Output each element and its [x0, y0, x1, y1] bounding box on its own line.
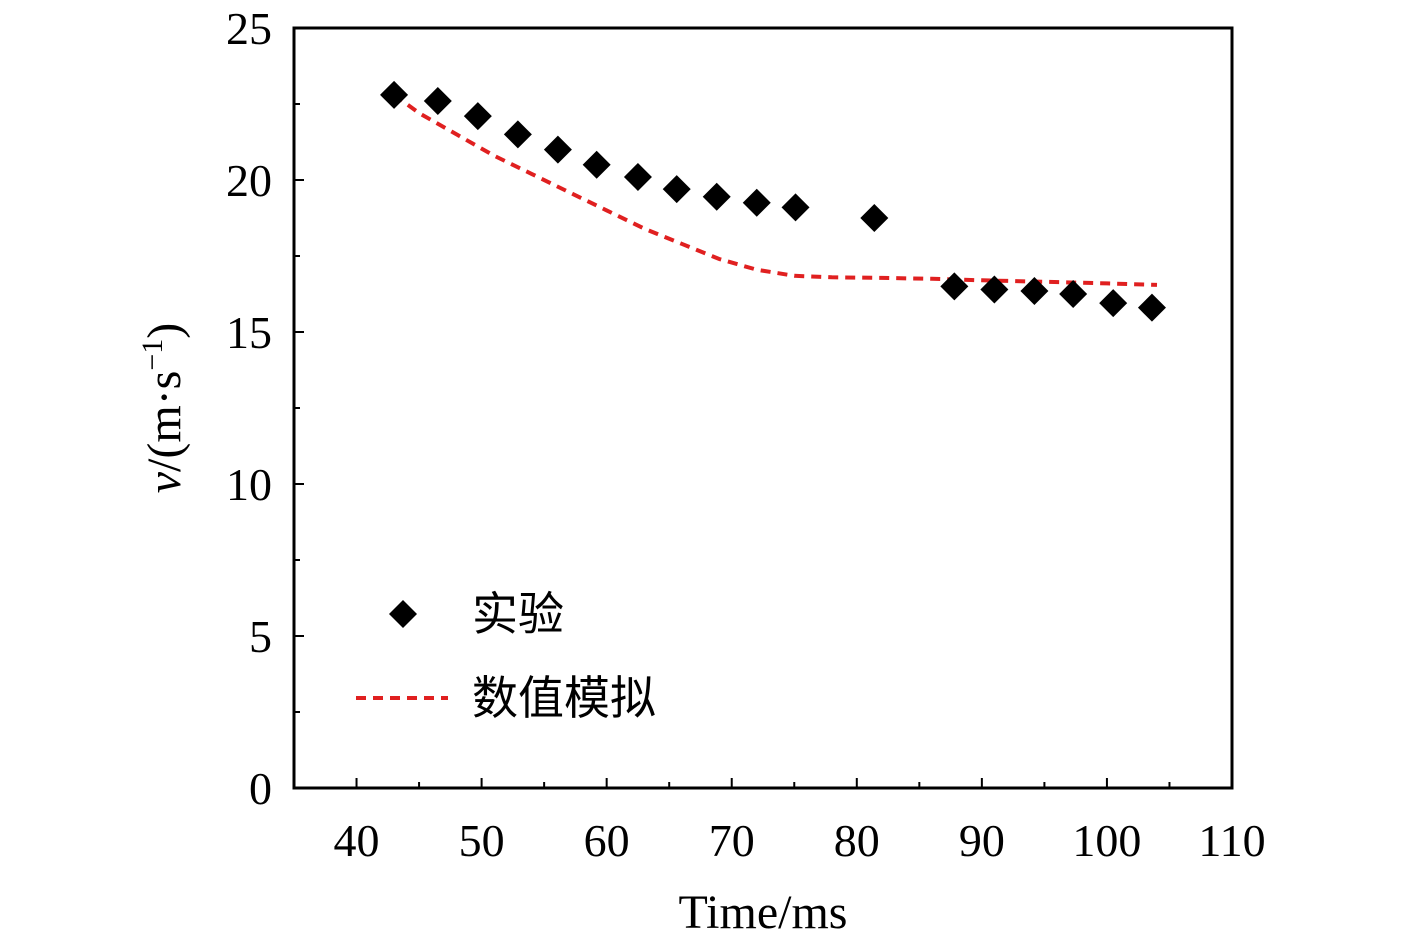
y-tick-label: 5 [249, 611, 272, 662]
y-tick-label: 20 [226, 155, 272, 206]
experiment-point [742, 188, 771, 217]
x-axis: 40 50 60 70 80 90 100 110 [334, 778, 1266, 866]
x-tick-label: 110 [1198, 815, 1265, 866]
experiment-point [582, 150, 611, 179]
experiment-series [380, 80, 1166, 322]
experiment-point [781, 193, 810, 222]
y-tick-label: 25 [226, 3, 272, 54]
legend-label-simulation: 数值模拟 [472, 671, 656, 725]
experiment-point [1059, 280, 1088, 308]
x-tick-label: 100 [1072, 815, 1141, 866]
simulation-series [392, 93, 1158, 287]
x-axis-title: Time/ms [679, 886, 848, 939]
y-axis-unit-close: ) [138, 323, 191, 339]
y-axis-unit-exponent: −1 [136, 339, 169, 371]
y-axis-var: v [138, 471, 191, 493]
experiment-point [543, 135, 572, 164]
experiment-point [662, 175, 691, 204]
experiment-point [423, 86, 452, 115]
experiment-point [1099, 289, 1128, 318]
y-tick-label: 0 [249, 763, 272, 814]
legend-marker-experiment [389, 600, 417, 628]
experiment-point [503, 120, 532, 149]
y-tick-label: 15 [226, 307, 272, 358]
experiment-point [860, 204, 889, 232]
experiment-point [980, 275, 1009, 304]
x-tick-label: 40 [334, 815, 380, 866]
experiment-point [623, 162, 652, 191]
x-tick-label: 90 [959, 815, 1005, 866]
x-tick-label: 50 [459, 815, 505, 866]
x-tick-label: 70 [709, 815, 755, 866]
y-axis: 0 5 10 15 20 25 [226, 3, 304, 814]
plot-border [292, 26, 1234, 790]
y-axis-unit: /(m·s [138, 371, 191, 472]
simulation-line [392, 93, 1158, 287]
y-axis-title: v/(m·s−1) [136, 323, 191, 494]
experiment-point [1020, 276, 1049, 305]
experiment-point [1137, 293, 1166, 322]
experiment-point [380, 80, 409, 109]
x-tick-label: 60 [584, 815, 630, 866]
experiment-point [702, 182, 731, 211]
experiment-point [463, 102, 492, 131]
y-tick-label: 10 [226, 459, 272, 510]
plot-frame [292, 26, 1234, 790]
experiment-point [940, 272, 969, 301]
x-tick-label: 80 [834, 815, 880, 866]
legend-label-experiment: 实验 [472, 587, 564, 641]
